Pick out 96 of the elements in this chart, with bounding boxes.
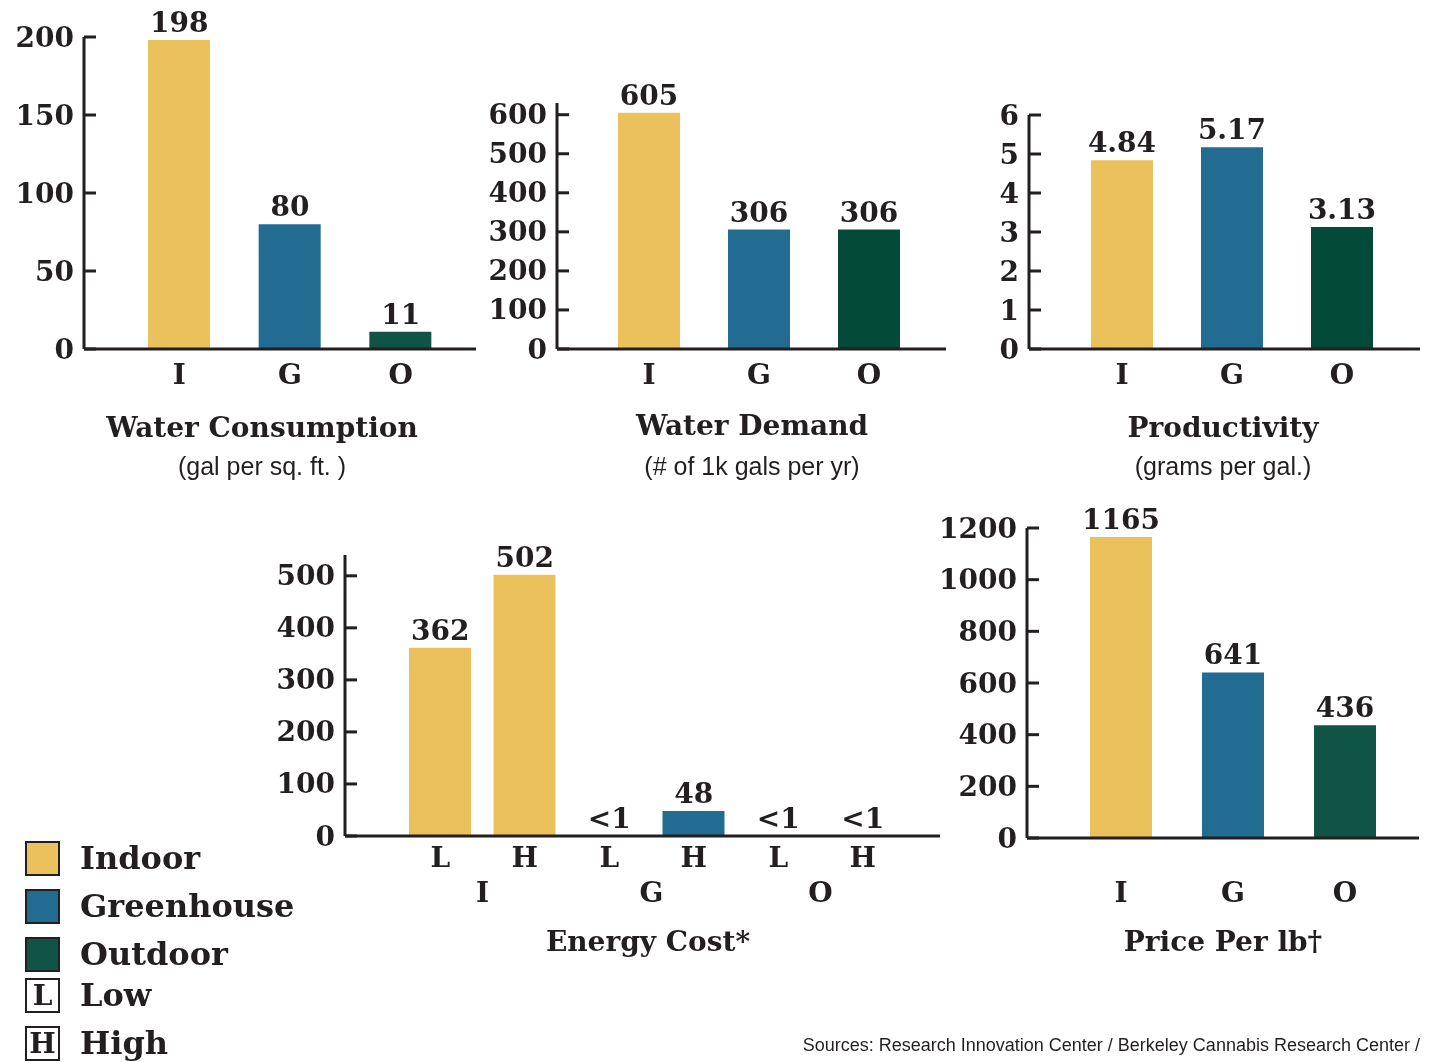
y-tick-label: 0 — [54, 332, 74, 366]
y-tick-label: 500 — [276, 559, 335, 593]
text: Water Demand — [635, 408, 869, 444]
x-tick-label: I — [1115, 357, 1129, 391]
bar — [1090, 537, 1152, 838]
y-tick-label: 1 — [999, 293, 1019, 327]
data-label: <1 — [587, 802, 631, 835]
legend-label: Indoor — [80, 838, 201, 878]
x-tick-label: I — [642, 357, 656, 391]
text: H — [25, 1025, 60, 1061]
y-tick-label: 1200 — [939, 511, 1017, 545]
bar — [148, 40, 210, 349]
data-label: 3.13 — [1307, 192, 1377, 226]
text: (gal per sq. ft. ) — [177, 451, 347, 482]
data-label: <1 — [841, 802, 885, 835]
text: (grams per gal.) — [1134, 451, 1312, 482]
data-label: 306 — [729, 195, 789, 229]
y-tick-label: 50 — [35, 254, 74, 288]
legend-label: Greenhouse — [80, 886, 295, 926]
bar — [1091, 160, 1153, 349]
x-tick-label: H — [511, 840, 538, 874]
data-label: 48 — [674, 777, 714, 811]
text: Energy Cost* — [545, 924, 751, 960]
y-tick-label: 800 — [958, 614, 1017, 648]
text: Productivity — [1127, 410, 1319, 446]
y-tick-label: 100 — [488, 293, 547, 327]
y-tick-label: 0 — [315, 819, 335, 853]
legend-label: Outdoor — [80, 934, 228, 974]
y-tick-label: 600 — [958, 666, 1017, 700]
y-tick-label: 4 — [999, 176, 1019, 210]
y-tick-label: 2 — [999, 254, 1019, 288]
bar — [409, 647, 471, 836]
bar — [1201, 147, 1263, 349]
x-tick-label: I — [1114, 875, 1128, 909]
y-tick-label: 3 — [999, 215, 1019, 249]
y-tick-label: 6 — [999, 98, 1019, 132]
bar — [493, 574, 556, 836]
x-tick-label: H — [849, 840, 876, 874]
x-tick-label: G — [278, 357, 302, 391]
data-label: 198 — [150, 6, 209, 40]
y-tick-label: 200 — [15, 20, 74, 54]
data-label: 4.84 — [1087, 126, 1157, 160]
x-tick-label: G — [1220, 357, 1244, 391]
y-tick-label: 0 — [999, 332, 1019, 366]
bar — [1311, 226, 1373, 349]
x-tick-label: G — [747, 357, 771, 391]
x-tick-label: O — [388, 357, 413, 391]
y-tick-label: 0 — [997, 821, 1017, 855]
y-tick-label: 100 — [15, 176, 74, 210]
text: Low — [80, 975, 152, 1015]
bar — [258, 224, 321, 349]
y-tick-label: 300 — [276, 663, 335, 697]
data-label: 605 — [619, 78, 679, 112]
bar — [369, 331, 432, 349]
y-tick-label: 100 — [276, 767, 335, 801]
text: L — [25, 977, 60, 1013]
text: Water Consumption — [106, 410, 418, 446]
x-tick-label: L — [768, 840, 789, 874]
y-tick-label: 500 — [488, 137, 547, 171]
data-label: 502 — [495, 540, 554, 574]
data-label: 306 — [839, 195, 899, 229]
x-tick-label: O — [1329, 357, 1355, 391]
data-label: 1165 — [1082, 503, 1160, 537]
text: (# of 1k gals per yr) — [644, 451, 860, 482]
data-label: 436 — [1315, 691, 1375, 725]
x-tick-label: L — [430, 840, 451, 874]
y-tick-label: 400 — [276, 611, 335, 645]
source-note: Sources: Research Innovation Center / Berkeley Cannabis Research Center / — [802, 1034, 1420, 1057]
bar — [662, 811, 725, 836]
data-label: <1 — [756, 802, 800, 835]
bar — [1314, 725, 1376, 838]
y-tick-label: 0 — [527, 332, 547, 366]
y-tick-label: 200 — [958, 769, 1017, 803]
x-tick-label: H — [680, 840, 707, 874]
data-label: 11 — [381, 297, 421, 331]
x-tick-label: O — [1332, 875, 1358, 909]
text: High — [80, 1023, 169, 1062]
y-tick-label: 200 — [488, 254, 547, 288]
data-label: 5.17 — [1197, 113, 1267, 147]
data-label: 80 — [270, 190, 310, 224]
x-tick-label: G — [1221, 875, 1245, 909]
y-tick-label: 400 — [488, 176, 547, 210]
y-tick-label: 400 — [958, 718, 1017, 752]
y-tick-label: 5 — [999, 137, 1019, 171]
x-tick-label: I — [172, 357, 186, 391]
y-tick-label: 150 — [15, 98, 74, 132]
y-tick-label: 200 — [276, 715, 335, 749]
x-tick-label: L — [599, 840, 620, 874]
y-tick-label: 600 — [488, 98, 547, 132]
y-tick-label: 1000 — [939, 563, 1017, 597]
y-tick-label: 300 — [488, 215, 547, 249]
bar — [1202, 672, 1264, 838]
data-label: 641 — [1203, 638, 1263, 672]
data-label: 362 — [411, 613, 470, 647]
x-tick-label: O — [856, 357, 882, 391]
text: Price Per lb† — [1123, 924, 1323, 960]
